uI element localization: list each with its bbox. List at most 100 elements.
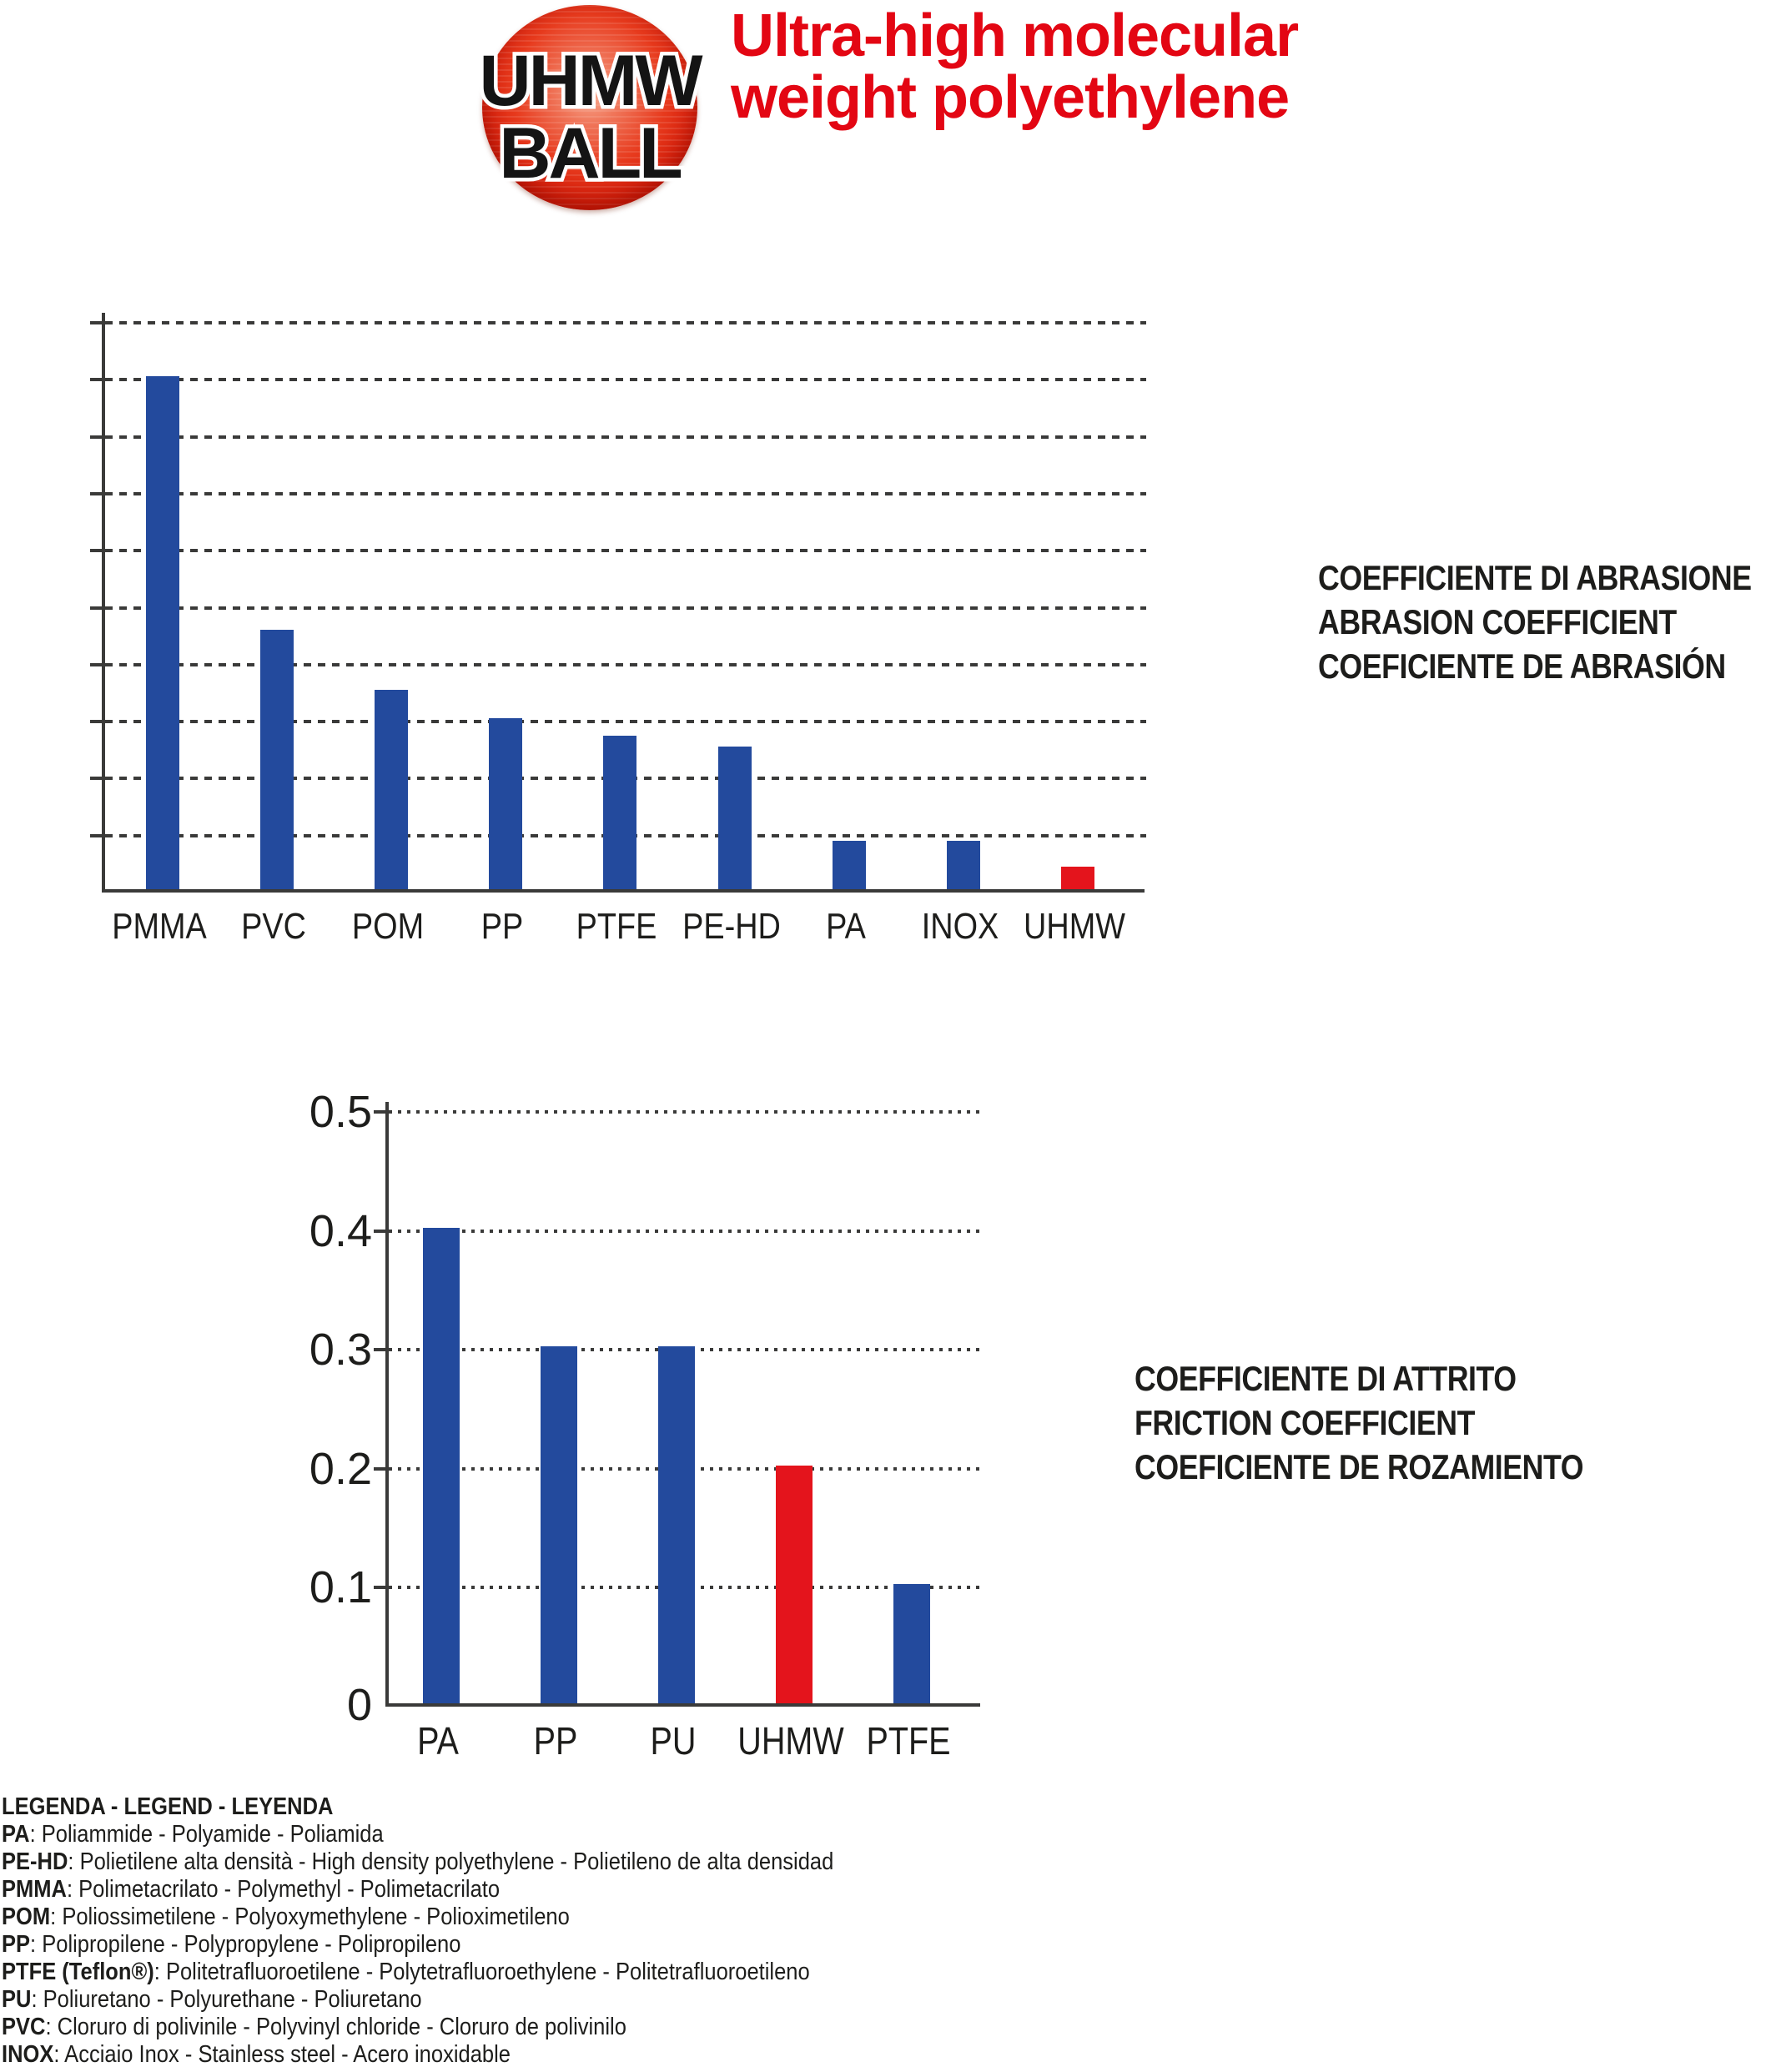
gridline <box>105 321 1146 324</box>
legend-term: PA <box>2 1821 30 1848</box>
x-axis-label-pa: PA <box>825 906 866 947</box>
legend-description: : Cloruro di polivinile - Polyvinyl chlo… <box>45 2014 626 2040</box>
legend-description: : Poliuretano - Polyurethane - Poliureta… <box>31 1986 422 2013</box>
legend-term: INOX <box>2 2041 54 2068</box>
legend-entry-pp: PP: Polipropilene - Polypropylene - Poli… <box>2 1931 833 1959</box>
y-axis-tick <box>374 1466 385 1471</box>
abrasion-chart-plot <box>90 313 1146 893</box>
gridline <box>389 1110 982 1114</box>
gridline <box>389 1229 982 1233</box>
gridline <box>105 378 1146 382</box>
friction-chart-x-labels: PA PP PU UHMW PTFE <box>385 1718 980 1768</box>
friction-title-line2: FRICTION COEFFICIENT <box>1135 1403 1475 1442</box>
bar-uhmw <box>776 1465 813 1703</box>
y-axis-tick <box>374 1229 385 1233</box>
x-axis-label-uhmw: UHMW <box>1024 906 1126 947</box>
bar-pp <box>541 1346 577 1703</box>
gridline <box>105 662 1146 666</box>
y-axis-label-0.3: 0.3 <box>309 1325 372 1375</box>
y-axis-tick <box>90 491 102 495</box>
gridline <box>105 720 1146 724</box>
legend-term: PVC <box>2 2014 46 2040</box>
y-axis-tick <box>90 662 102 666</box>
x-axis-label-ptfe: PTFE <box>576 906 657 947</box>
legend-description: : Polipropilene - Polypropylene - Polipr… <box>30 1931 461 1958</box>
bar-pu <box>658 1346 695 1703</box>
bar-pa <box>423 1227 460 1703</box>
abrasion-title-line2: ABRASION COEFFICIENT <box>1318 602 1677 641</box>
page-title-line1: Ultra-high molecular <box>731 3 1299 69</box>
y-axis-tick <box>90 549 102 553</box>
legend-description: : Poliammide - Polyamide - Poliamida <box>29 1821 384 1848</box>
legend-entry-pa: PA: Poliammide - Polyamide - Poliamida <box>2 1821 833 1848</box>
y-axis-tick <box>90 321 102 324</box>
x-axis-label-uhmw: UHMW <box>737 1719 844 1763</box>
abrasion-title-line1: COEFFICIENTE DI ABRASIONE <box>1318 558 1752 597</box>
legend-description: : Poliossimetilene - Polyoxymethylene - … <box>50 1904 570 1930</box>
x-axis-label-pe-hd: PE-HD <box>682 906 781 947</box>
bar-pa <box>832 840 866 889</box>
abrasion-title-line3: COEFICIENTE DE ABRASIÓN <box>1318 646 1726 686</box>
logo-line1: UHMW <box>479 41 703 121</box>
page-title-line2: weight polyethylene <box>731 64 1290 131</box>
y-axis-tick <box>90 720 102 724</box>
y-axis-tick <box>90 435 102 439</box>
x-axis-label-ptfe: PTFE <box>866 1719 951 1763</box>
legend-term: PE-HD <box>2 1848 68 1875</box>
abrasion-chart-title: COEFFICIENTE DI ABRASIONE ABRASION COEFF… <box>1318 556 1752 688</box>
legend-term: PP <box>2 1931 31 1958</box>
x-axis-label-pp: PP <box>533 1719 578 1763</box>
friction-chart-title: COEFFICIENTE DI ATTRITO FRICTION COEFFIC… <box>1135 1356 1584 1489</box>
y-axis-tick <box>90 378 102 382</box>
bar-inox <box>946 840 980 889</box>
uhmw-ball-logo: UHMW BALL <box>475 5 710 210</box>
gridline <box>105 549 1146 553</box>
x-axis-label-pvc: PVC <box>240 906 306 947</box>
bar-pe-hd <box>717 747 752 889</box>
bar-ptfe <box>893 1584 930 1703</box>
x-axis-label-pmma: PMMA <box>111 906 207 947</box>
legend-description: : Acciaio Inox - Stainless steel - Acero… <box>53 2041 511 2068</box>
logo-line2: BALL <box>499 113 681 194</box>
legend-term: PMMA <box>2 1876 67 1903</box>
bar-pmma <box>145 376 179 889</box>
y-axis-label-0.1: 0.1 <box>309 1562 372 1613</box>
x-axis-label-pom: POM <box>351 906 424 947</box>
y-axis-tick <box>90 833 102 837</box>
legend-entry-pom: POM: Poliossimetilene - Polyoxymethylene… <box>2 1904 833 1931</box>
friction-title-line3: COEFICIENTE DE ROZAMIENTO <box>1135 1447 1584 1486</box>
x-axis-label-pp: PP <box>480 906 524 947</box>
y-axis-label-0.4: 0.4 <box>309 1205 372 1256</box>
y-axis-tick <box>374 1110 385 1114</box>
legend-term: PTFE (Teflon®) <box>2 1959 154 1985</box>
bar-pom <box>374 689 408 889</box>
x-axis-label-pa: PA <box>417 1719 459 1763</box>
legend-entry-pmma: PMMA: Polimetacrilato - Polymethyl - Pol… <box>2 1876 833 1904</box>
bar-ptfe <box>603 735 637 889</box>
friction-title-line1: COEFFICIENTE DI ATTRITO <box>1135 1359 1517 1398</box>
legend-description: : Politetrafluoroetilene - Polytetrafluo… <box>153 1959 810 1985</box>
x-axis-label-pu: PU <box>650 1719 697 1763</box>
y-axis-tick <box>90 606 102 610</box>
abrasion-chart-x-labels: PMMA PVC POM PP PTFE PE-HD PA INOX UHMW <box>102 906 1145 956</box>
legend-term: POM <box>2 1904 51 1930</box>
legend-description: : Polietilene alta densità - High densit… <box>68 1848 834 1875</box>
page-title: Ultra-high molecular weight polyethylene <box>731 3 1299 131</box>
y-axis-label-0.2: 0.2 <box>309 1443 372 1494</box>
legend-entry-pvc: PVC: Cloruro di polivinile - Polyvinyl c… <box>2 2014 833 2041</box>
legend-entry-ptfe: PTFE (Teflon®): Politetrafluoroetilene -… <box>2 1959 833 1986</box>
bar-pvc <box>259 630 294 889</box>
friction-chart-plot <box>374 1102 982 1707</box>
x-axis-label-inox: INOX <box>921 906 999 947</box>
legend-heading: LEGENDA - LEGEND - LEYENDA <box>2 1793 334 1820</box>
material-legend: LEGENDA - LEGEND - LEYENDA PA: Poliammid… <box>2 1793 833 2069</box>
bar-uhmw <box>1061 866 1095 889</box>
legend-description: : Polimetacrilato - Polymethyl - Polimet… <box>66 1876 501 1903</box>
legend-entry-pe-hd: PE-HD: Polietilene alta densità - High d… <box>2 1848 833 1876</box>
y-axis-label-0: 0 <box>346 1680 372 1730</box>
legend-term: PU <box>2 1986 32 2013</box>
gridline <box>105 606 1146 610</box>
uhmw-ball-logo-text: UHMW BALL <box>475 38 710 198</box>
y-axis-label-0.5: 0.5 <box>309 1087 372 1137</box>
y-axis-tick <box>374 1586 385 1590</box>
